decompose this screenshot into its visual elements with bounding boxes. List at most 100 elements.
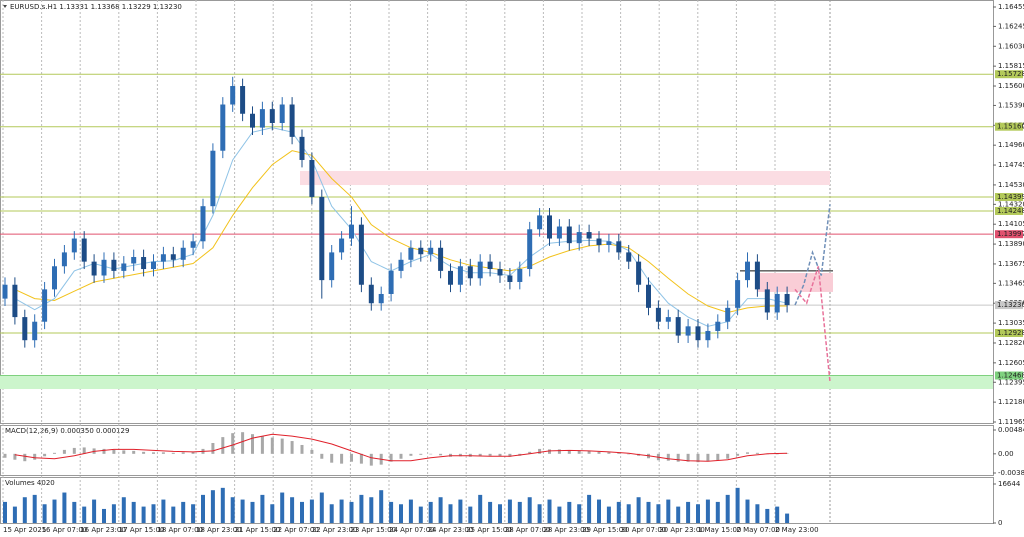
macd-bar (181, 452, 185, 454)
volume-bar (309, 499, 314, 523)
volume-bar (389, 501, 394, 523)
y-tick-label: 1.11965 (998, 418, 1024, 426)
candle-body (418, 247, 424, 255)
macd-bar (736, 453, 740, 456)
chart-title: EURUSD.s.H1 1.13331 1.13368 1.13229 1.13… (10, 3, 182, 11)
candle-body (269, 109, 275, 123)
level-label: 1.12928 (997, 329, 1024, 337)
y-tick-label: 1.14745 (998, 161, 1024, 169)
macd-bar (102, 448, 106, 454)
candle-body (547, 215, 552, 239)
volume-bar (399, 504, 403, 523)
level-label: 1.13997 (997, 230, 1024, 238)
volume-bar (735, 487, 740, 523)
candle-body (71, 238, 77, 253)
x-tick-label: 15 Apr 2025 (3, 526, 46, 534)
macd-bar (161, 452, 165, 454)
candle-body (289, 104, 295, 137)
candle-body (61, 252, 67, 267)
level-label: 1.14399 (997, 193, 1024, 201)
candle-body (764, 289, 770, 313)
macd-bar (260, 436, 264, 454)
candle-body (349, 224, 354, 239)
y-tick-label: 1.16030 (998, 42, 1024, 50)
x-tick-label: 16 Apr 07:00 (42, 526, 88, 534)
candle-body (81, 238, 87, 262)
y-tick-label: 1.15390 (998, 101, 1024, 109)
candle-body (319, 196, 325, 281)
macd-bar (191, 451, 195, 454)
candle-body (388, 270, 394, 294)
macd-signal (14, 433, 788, 462)
volume-bar (3, 501, 7, 523)
macd-tick-label: -0.003899 (998, 469, 1024, 477)
macd-bar (676, 453, 680, 462)
macd-bar (528, 451, 532, 454)
candle-body (586, 232, 592, 239)
y-tick-label: 1.13890 (998, 240, 1024, 248)
candle-body (448, 270, 453, 285)
x-tick-label: 2 May 07:00 (736, 526, 780, 534)
y-tick-label: 1.13465 (998, 279, 1024, 287)
macd-tick-label: 0.004845 (998, 426, 1024, 434)
candle-body (665, 317, 671, 322)
macd-bar (389, 453, 393, 462)
forecast-line (794, 266, 831, 382)
macd-bar (508, 453, 512, 457)
volume-bar (705, 499, 710, 523)
volume-bar (696, 504, 700, 523)
candle-body (457, 266, 463, 285)
candle-body (537, 215, 543, 230)
volume-bar (408, 499, 413, 523)
volume-bar (42, 504, 47, 523)
candle-body (715, 321, 721, 331)
volume-bar (428, 501, 433, 523)
y-tick-label: 1.16455 (998, 3, 1024, 11)
candle-body (240, 86, 246, 114)
volume-bar (72, 501, 77, 523)
volume-bar (725, 494, 730, 523)
candle-body (497, 269, 503, 276)
volume-bar (765, 508, 770, 523)
candle-body (695, 326, 701, 341)
candle-body (230, 86, 236, 105)
volume-tick-label: 0 (998, 519, 1002, 527)
candle-body (754, 261, 760, 290)
macd-bar (290, 441, 294, 454)
x-tick-label: 16 Apr 23:00 (80, 526, 126, 534)
macd-bar (142, 451, 146, 454)
volume-bar (527, 497, 532, 523)
x-tick-label: 28 Apr 23:00 (543, 526, 589, 534)
x-tick-label: 22 Apr 23:00 (312, 526, 358, 534)
level-tag (995, 193, 1023, 202)
level-tag (995, 230, 1023, 239)
volume-bar (319, 492, 324, 523)
volume-bar (82, 506, 87, 523)
volume-bar (626, 504, 631, 523)
candle-body (655, 307, 661, 322)
x-tick-label: 30 Apr 23:00 (659, 526, 705, 534)
macd-bar (122, 450, 126, 454)
macd-bar (300, 444, 304, 454)
macd-bar (577, 450, 581, 454)
candle-body (408, 247, 414, 260)
macd-bar (82, 447, 86, 454)
volume-bar (240, 499, 245, 523)
level-tag (995, 301, 1023, 310)
candle-body (121, 263, 127, 271)
macd-bar (755, 452, 759, 454)
volume-bar (131, 501, 136, 523)
volume-bar (260, 494, 265, 523)
candle-body (22, 317, 28, 341)
y-tick-label: 1.13035 (998, 319, 1024, 327)
volume-bar (191, 504, 196, 523)
macd-bar (587, 450, 591, 454)
candle-body (111, 259, 117, 271)
candle-body (141, 257, 147, 270)
macd-bar (270, 437, 274, 454)
level-label: 1.12468 (997, 372, 1024, 380)
macd-bar (330, 453, 334, 463)
volume-bar (557, 506, 562, 523)
